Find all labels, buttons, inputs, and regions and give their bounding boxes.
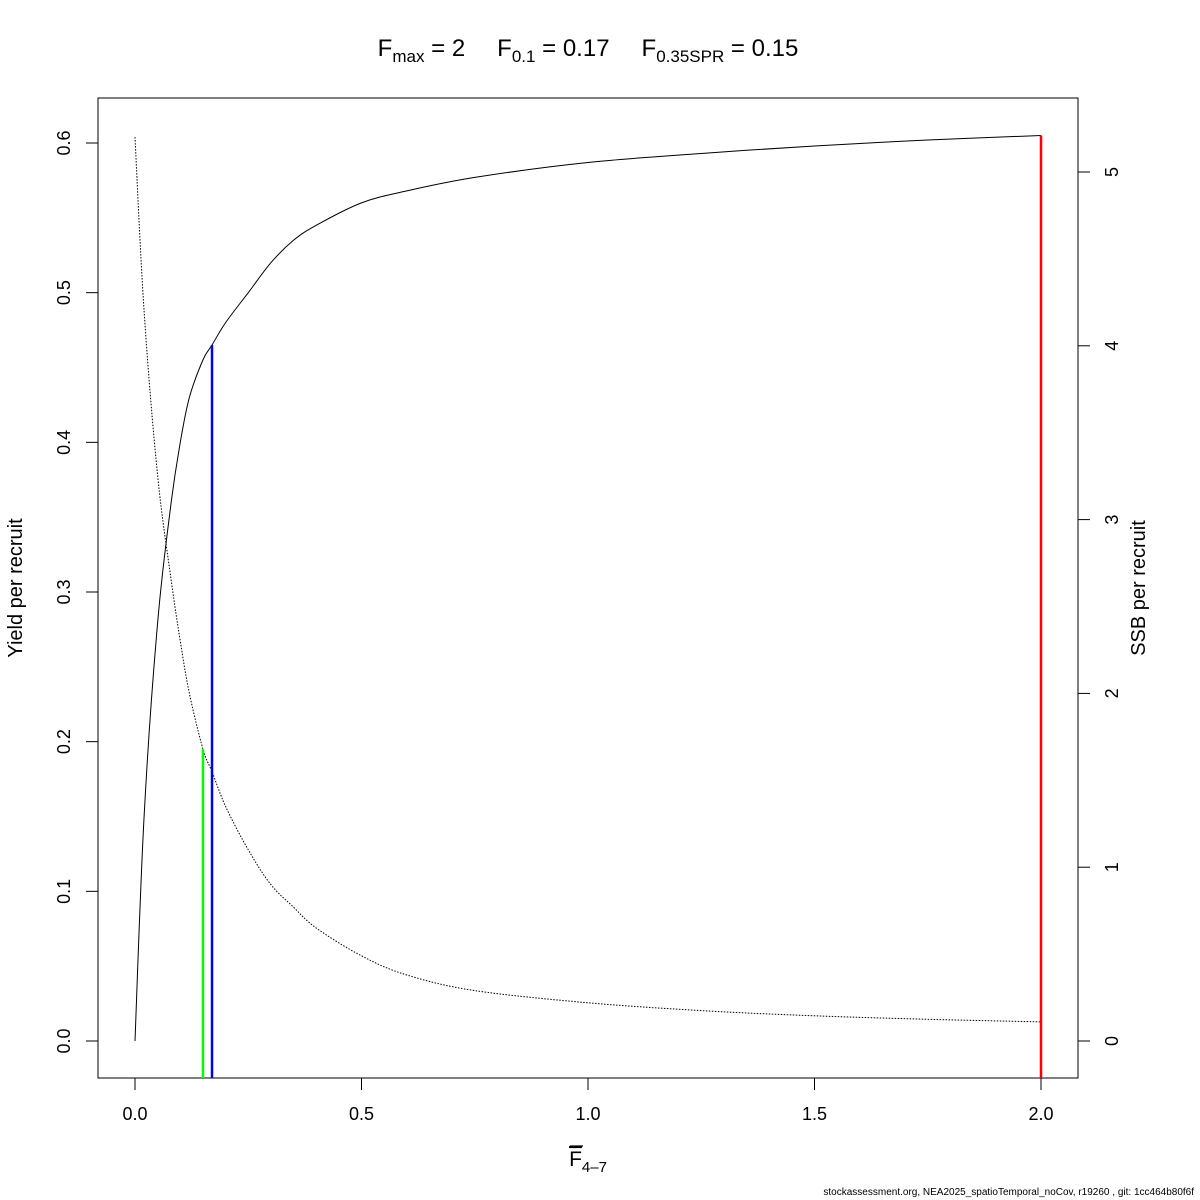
- y-tick-label: 0.4: [54, 430, 74, 455]
- title-term-1: F: [497, 35, 512, 62]
- plot-area-frame: [97, 97, 1079, 1079]
- y-tick-label: 0.3: [54, 579, 74, 604]
- x-tick-label: 1.0: [575, 1104, 600, 1124]
- y-tick-label: 0.5: [54, 280, 74, 305]
- title-term-0-value: = 2: [424, 35, 465, 62]
- y2-tick-label: 4: [1102, 341, 1122, 351]
- x-label-sub: 4–7: [582, 1159, 607, 1176]
- y-axis-right: 0 1 2 3 4 5: [1077, 167, 1122, 1046]
- y2-axis-label: SSB per recruit: [1128, 520, 1150, 656]
- chart-title: Fmax = 2 F0.1 = 0.17 F0.35SPR = 0.15: [378, 35, 799, 66]
- y2-tick-label: 3: [1102, 515, 1122, 525]
- title-term-0-sub: max: [392, 47, 425, 66]
- x-tick-label: 2.0: [1028, 1104, 1053, 1124]
- y-tick-label: 0.6: [54, 130, 74, 155]
- yield-per-recruit-line: [134, 135, 1042, 1042]
- y2-tick-label: 5: [1102, 167, 1122, 177]
- title-term-0: F: [378, 35, 393, 62]
- reference-lines: [201, 135, 1043, 1078]
- y-axis-left: 0.0 0.1 0.2 0.3 0.4 0.5 0.6: [54, 130, 99, 1054]
- y-tick-label: 0.0: [54, 1028, 74, 1053]
- series-layer: [134, 135, 1042, 1042]
- title-term-2-value: = 0.15: [724, 35, 798, 62]
- x-axis-label: F4–7: [569, 1148, 607, 1176]
- x-axis: 0.0 0.5 1.0 1.5 2.0: [122, 1077, 1054, 1124]
- title-term-2: F: [642, 35, 657, 62]
- title-term-1-sub: 0.1: [512, 47, 536, 66]
- y-axis-label: Yield per recruit: [5, 518, 27, 658]
- x-tick-label: 0.0: [122, 1104, 147, 1124]
- x-tick-label: 1.5: [802, 1104, 827, 1124]
- y-tick-label: 0.2: [54, 729, 74, 754]
- y2-tick-label: 0: [1102, 1036, 1122, 1046]
- x-tick-label: 0.5: [349, 1104, 374, 1124]
- title-term-1-value: = 0.17: [535, 35, 609, 62]
- footer-note: stockassessment.org, NEA2025_spatioTempo…: [823, 1187, 1194, 1198]
- ssb-per-recruit-line: [134, 137, 1042, 1023]
- y-tick-label: 0.1: [54, 879, 74, 904]
- y2-tick-label: 1: [1102, 862, 1122, 872]
- y2-tick-label: 2: [1102, 688, 1122, 698]
- title-term-2-sub: 0.35SPR: [656, 47, 724, 66]
- x-label-base: F: [569, 1148, 582, 1171]
